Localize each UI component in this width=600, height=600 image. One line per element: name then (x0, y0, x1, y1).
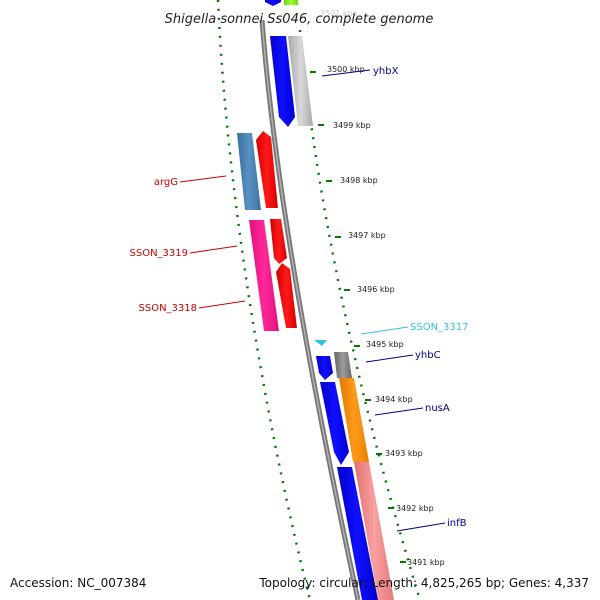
cds-reverse-argG (256, 131, 278, 208)
tick-label: 3492 kbp (396, 504, 434, 513)
svg-text:nusA: nusA (425, 403, 450, 414)
gene-label-yhbX[interactable]: yhbX (321, 66, 399, 77)
svg-text:yhbC: yhbC (415, 350, 441, 361)
tick-label: 3498 kbp (340, 176, 378, 185)
cds-pink-1 (249, 220, 279, 331)
genome-title: Shigella sonnei Ss046, complete genome (165, 12, 434, 27)
cds-top-green (284, 0, 298, 5)
genome-stats-text: Topology: circular; Length: 4,825,265 bp… (259, 576, 589, 590)
tick-label: 3493 kbp (385, 449, 423, 458)
cds-gray-1 (288, 36, 313, 126)
tick-label: 3496 kbp (357, 285, 395, 294)
cds-forward-yhbC (316, 356, 333, 380)
tick-marks (310, 71, 406, 563)
inner-tick-ring (216, 0, 312, 600)
trna-marker (314, 340, 327, 346)
tick-label: 3495 kbp (366, 340, 404, 349)
svg-text:yhbX: yhbX (373, 66, 399, 77)
tick-label: 3494 kbp (375, 395, 413, 404)
tick-label: 3497 kbp (348, 231, 386, 240)
cds-forward-nusA (320, 382, 349, 465)
cds-dgray-yhbC (334, 352, 352, 378)
tick-label: 3501 kbp (320, 9, 358, 18)
cds-top-blue (265, 0, 281, 6)
svg-text:argG: argG (154, 177, 178, 188)
cds-steelblue-argG (237, 133, 261, 210)
accession-text: Accession: NC_007384 (10, 576, 147, 590)
gene-label-infB[interactable]: infB (396, 518, 467, 532)
cds-reverse-3319 (270, 219, 287, 264)
gene-label-SSON_3317[interactable]: SSON_3317 (360, 322, 469, 335)
cds-forward-infB (337, 467, 378, 600)
cds-reverse-3318 (276, 263, 297, 328)
tick-label: 3491 kbp (407, 558, 445, 567)
cds-orange-nusA (339, 378, 369, 462)
tick-label: 3499 kbp (333, 121, 371, 130)
svg-text:SSON_3318: SSON_3318 (139, 303, 198, 314)
gene-label-yhbC[interactable]: yhbC (365, 350, 441, 363)
gene-label-SSON_3319[interactable]: SSON_3319 (130, 245, 238, 259)
svg-text:infB: infB (447, 518, 467, 529)
cds-salmon-infB (354, 462, 394, 600)
tick-label: 3500 kbp (327, 65, 365, 74)
svg-text:SSON_3319: SSON_3319 (130, 248, 189, 259)
gene-label-SSON_3318[interactable]: SSON_3318 (139, 300, 246, 314)
gene-label-argG[interactable]: argG (154, 175, 227, 188)
svg-text:SSON_3317: SSON_3317 (410, 322, 469, 333)
cds-forward-1 (270, 36, 295, 127)
genome-backbone-highlight (261, 19, 359, 600)
gene-label-nusA[interactable]: nusA (374, 403, 450, 416)
